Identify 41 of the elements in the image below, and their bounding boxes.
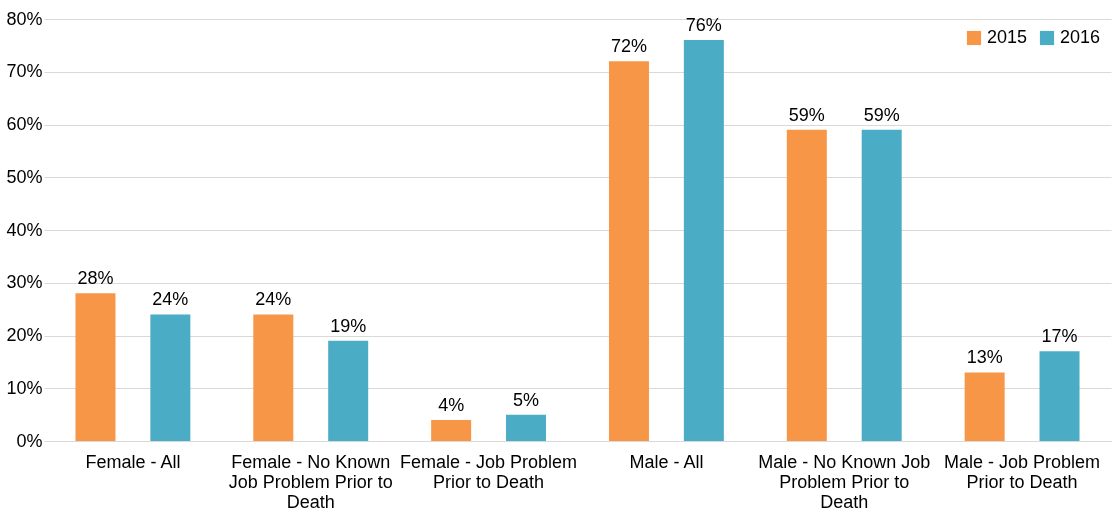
bar — [75, 293, 116, 441]
y-tick-label: 0% — [16, 430, 43, 451]
y-tick-label: 60% — [6, 114, 43, 134]
data-label: 17% — [1041, 326, 1078, 347]
data-label: 76% — [685, 15, 722, 36]
x-tick-label: Female - All — [85, 451, 181, 472]
y-tick-label: 40% — [6, 219, 43, 240]
data-label: 59% — [863, 104, 900, 125]
y-tick-label: 20% — [6, 325, 43, 345]
data-label: 4% — [438, 394, 465, 415]
data-label: 72% — [610, 36, 647, 57]
y-tick-label: 30% — [6, 272, 43, 293]
x-tick-label: Male - Job Problem Prior to Death — [944, 451, 1101, 492]
x-tick-label: Female - No Known Job Problem Prior to Death — [228, 451, 393, 512]
data-label: 59% — [788, 104, 825, 125]
data-label: 5% — [513, 389, 540, 410]
bar — [683, 40, 724, 441]
bar — [861, 129, 902, 441]
y-tick-label: 70% — [6, 61, 43, 82]
x-tick-label: Female - Job Problem Prior to Death — [400, 451, 578, 492]
bar — [1039, 351, 1080, 441]
bar — [253, 314, 294, 441]
y-tick-label: 10% — [6, 377, 43, 398]
data-label: 13% — [966, 347, 1003, 368]
data-label: 24% — [152, 289, 189, 310]
y-tick-label: 50% — [6, 166, 43, 187]
y-tick-label: 80% — [6, 8, 43, 29]
x-tick-label: Male - No Known Job Problem Prior to Death — [758, 451, 931, 512]
bar — [328, 340, 369, 441]
bar — [431, 419, 472, 441]
data-label: 28% — [77, 268, 114, 289]
bar — [786, 129, 827, 441]
bar — [150, 314, 191, 441]
data-label: 24% — [255, 289, 292, 310]
bar — [506, 414, 547, 441]
bar — [608, 61, 649, 441]
bar — [964, 372, 1005, 441]
data-label: 19% — [330, 315, 367, 336]
x-tick-label: Male - All — [629, 451, 704, 472]
legend-label: 2016 — [1060, 27, 1101, 47]
legend-label: 2015 — [987, 27, 1028, 47]
